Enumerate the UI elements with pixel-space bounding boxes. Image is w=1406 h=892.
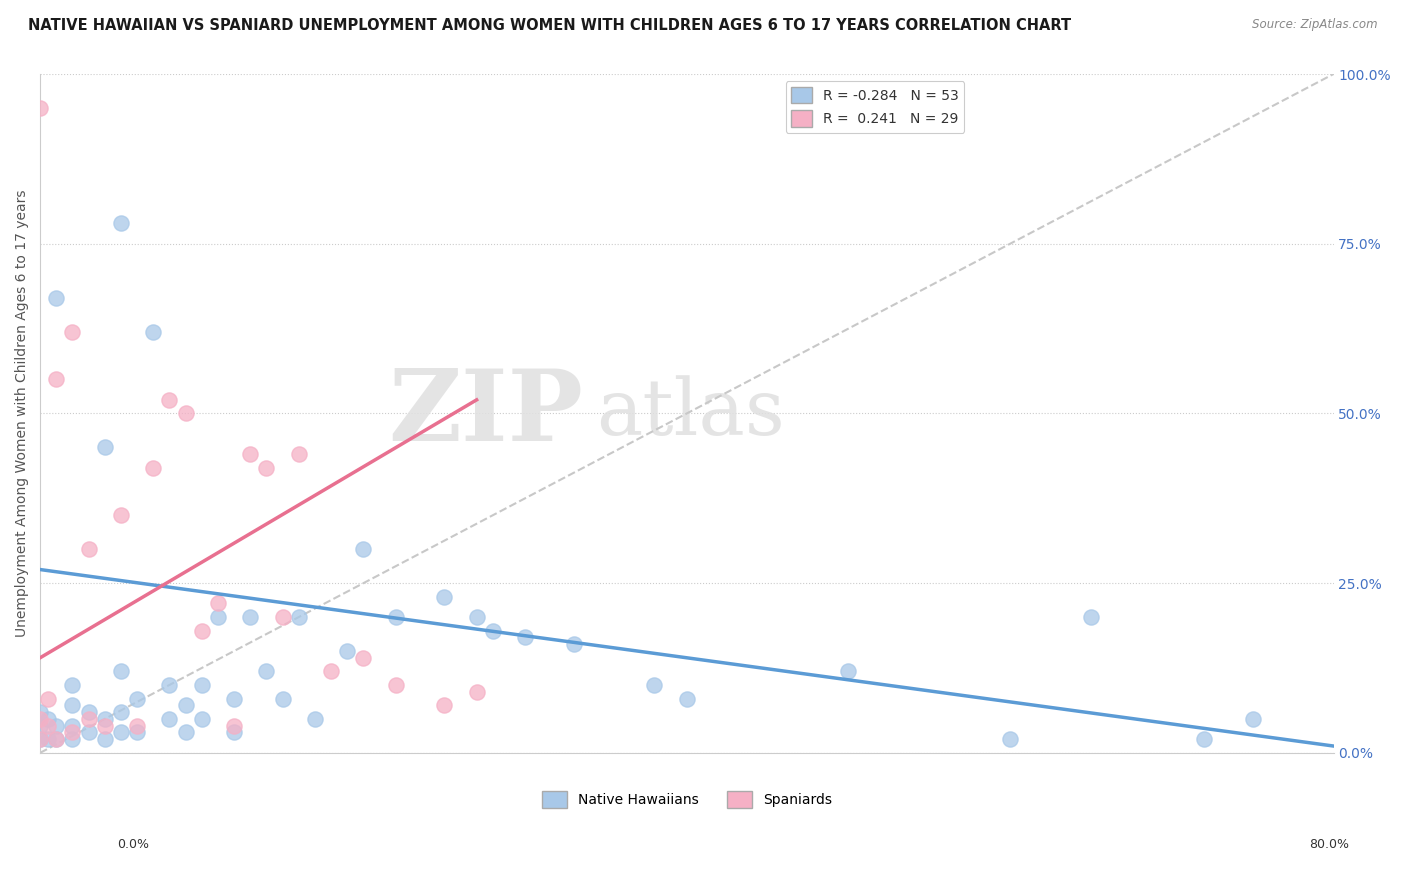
Point (239, 447, 262, 461)
Point (174, 725, 197, 739)
Point (94, 712, 117, 726)
Point (224, 719, 246, 733)
Point (127, 719, 149, 733)
Text: NATIVE HAWAIIAN VS SPANIARD UNEMPLOYMENT AMONG WOMEN WITH CHILDREN AGES 6 TO 17 : NATIVE HAWAIIAN VS SPANIARD UNEMPLOYMENT… (28, 18, 1071, 33)
Point (94, 441, 117, 455)
Point (62, 732, 84, 747)
Point (45, 732, 67, 747)
Point (1080, 610, 1102, 624)
Point (159, 678, 181, 692)
Point (174, 698, 197, 713)
Text: 0.0%: 0.0% (118, 838, 149, 852)
Point (465, 684, 488, 698)
Point (191, 712, 214, 726)
Point (465, 610, 488, 624)
Point (45, 372, 67, 386)
Point (94, 719, 117, 733)
Point (385, 678, 408, 692)
Point (304, 712, 326, 726)
Point (30, 732, 52, 747)
Point (256, 460, 278, 475)
Point (62, 678, 84, 692)
Point (675, 691, 697, 706)
Point (110, 665, 132, 679)
Text: ZIP: ZIP (388, 365, 583, 462)
Point (1192, 732, 1215, 747)
Point (77, 542, 100, 557)
Point (837, 665, 859, 679)
Point (321, 665, 343, 679)
Point (142, 325, 165, 339)
Point (30, 719, 52, 733)
Point (30, 732, 52, 747)
Point (224, 691, 246, 706)
Point (433, 590, 456, 604)
Point (45, 719, 67, 733)
Point (288, 447, 311, 461)
Point (110, 725, 132, 739)
Point (94, 732, 117, 747)
Point (288, 610, 311, 624)
Point (562, 637, 585, 651)
Point (207, 610, 229, 624)
Point (433, 698, 456, 713)
Point (142, 460, 165, 475)
Point (191, 678, 214, 692)
Point (174, 406, 197, 420)
Point (643, 678, 665, 692)
Point (77, 712, 100, 726)
Point (271, 610, 294, 624)
Point (271, 691, 294, 706)
Point (37, 732, 59, 747)
Text: atlas: atlas (596, 376, 785, 451)
Point (62, 725, 84, 739)
Y-axis label: Unemployment Among Women with Children Ages 6 to 17 years: Unemployment Among Women with Children A… (15, 190, 30, 637)
Point (77, 725, 100, 739)
Point (110, 216, 132, 230)
Point (127, 725, 149, 739)
Point (62, 698, 84, 713)
Point (77, 705, 100, 719)
Point (336, 644, 359, 658)
Point (37, 719, 59, 733)
Point (207, 597, 229, 611)
Point (256, 665, 278, 679)
Point (62, 719, 84, 733)
Point (998, 732, 1021, 747)
Point (127, 691, 149, 706)
Point (353, 650, 375, 665)
Point (30, 712, 52, 726)
Point (353, 542, 375, 557)
Point (30, 705, 52, 719)
Point (37, 712, 59, 726)
Point (513, 631, 536, 645)
Legend: Native Hawaiians, Spaniards: Native Hawaiians, Spaniards (536, 786, 837, 814)
Point (45, 291, 67, 305)
Point (110, 508, 132, 523)
Point (37, 691, 59, 706)
Text: 80.0%: 80.0% (1309, 838, 1348, 852)
Text: Source: ZipAtlas.com: Source: ZipAtlas.com (1253, 18, 1378, 31)
Point (159, 392, 181, 407)
Point (191, 624, 214, 638)
Point (224, 725, 246, 739)
Point (481, 624, 503, 638)
Point (385, 610, 408, 624)
Point (1241, 712, 1264, 726)
Point (159, 712, 181, 726)
Point (45, 732, 67, 747)
Point (110, 705, 132, 719)
Point (62, 325, 84, 339)
Point (239, 610, 262, 624)
Point (30, 101, 52, 115)
